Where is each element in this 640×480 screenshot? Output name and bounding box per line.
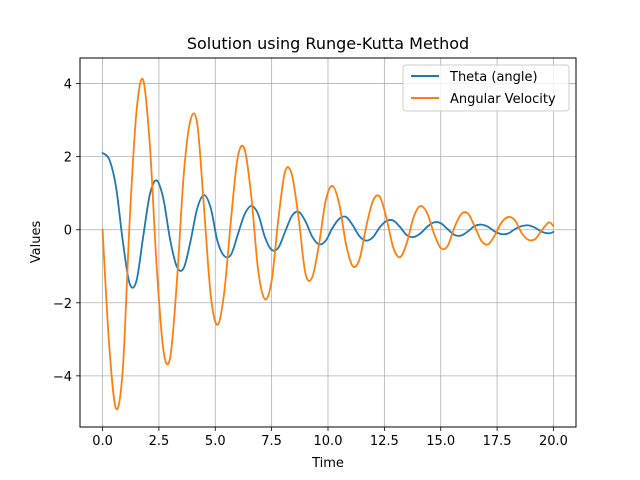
x-tick-label: 12.5 (370, 434, 399, 449)
series-line-angular-velocity (101, 77, 555, 411)
y-tick-label: 0 (64, 224, 72, 239)
legend-box (402, 64, 570, 112)
y-tick-label: −4 (53, 370, 72, 385)
y-axis-label: Values (29, 221, 44, 264)
x-tick-label: 5.0 (205, 434, 226, 449)
x-tick-label: 2.5 (149, 434, 170, 449)
x-tick-label: 17.5 (483, 434, 512, 449)
y-tick-label: 4 (64, 78, 72, 93)
x-axis-label: Time (311, 456, 344, 471)
legend-label-theta: Theta (angle) (449, 70, 538, 85)
ticks: 0.0 2.5 5.0 7.5 10.0 12.5 15.0 17.5 20.0 −4 −2 0 2 4 (53, 78, 568, 449)
y-tick-label: −2 (53, 297, 72, 312)
x-tick-label: 10.0 (314, 434, 343, 449)
x-tick-label: 7.5 (261, 434, 282, 449)
y-tick-label: 2 (64, 151, 72, 166)
legend: Theta (angle) Angular Velocity (402, 64, 570, 112)
x-tick-label: 20.0 (539, 434, 568, 449)
x-tick-label: 15.0 (426, 434, 455, 449)
grid (80, 58, 576, 427)
plot-lines (101, 77, 555, 411)
legend-label-angular-velocity: Angular Velocity (450, 92, 556, 107)
chart-title: Solution using Runge-Kutta Method (187, 34, 469, 53)
x-tick-label: 0.0 (92, 434, 113, 449)
